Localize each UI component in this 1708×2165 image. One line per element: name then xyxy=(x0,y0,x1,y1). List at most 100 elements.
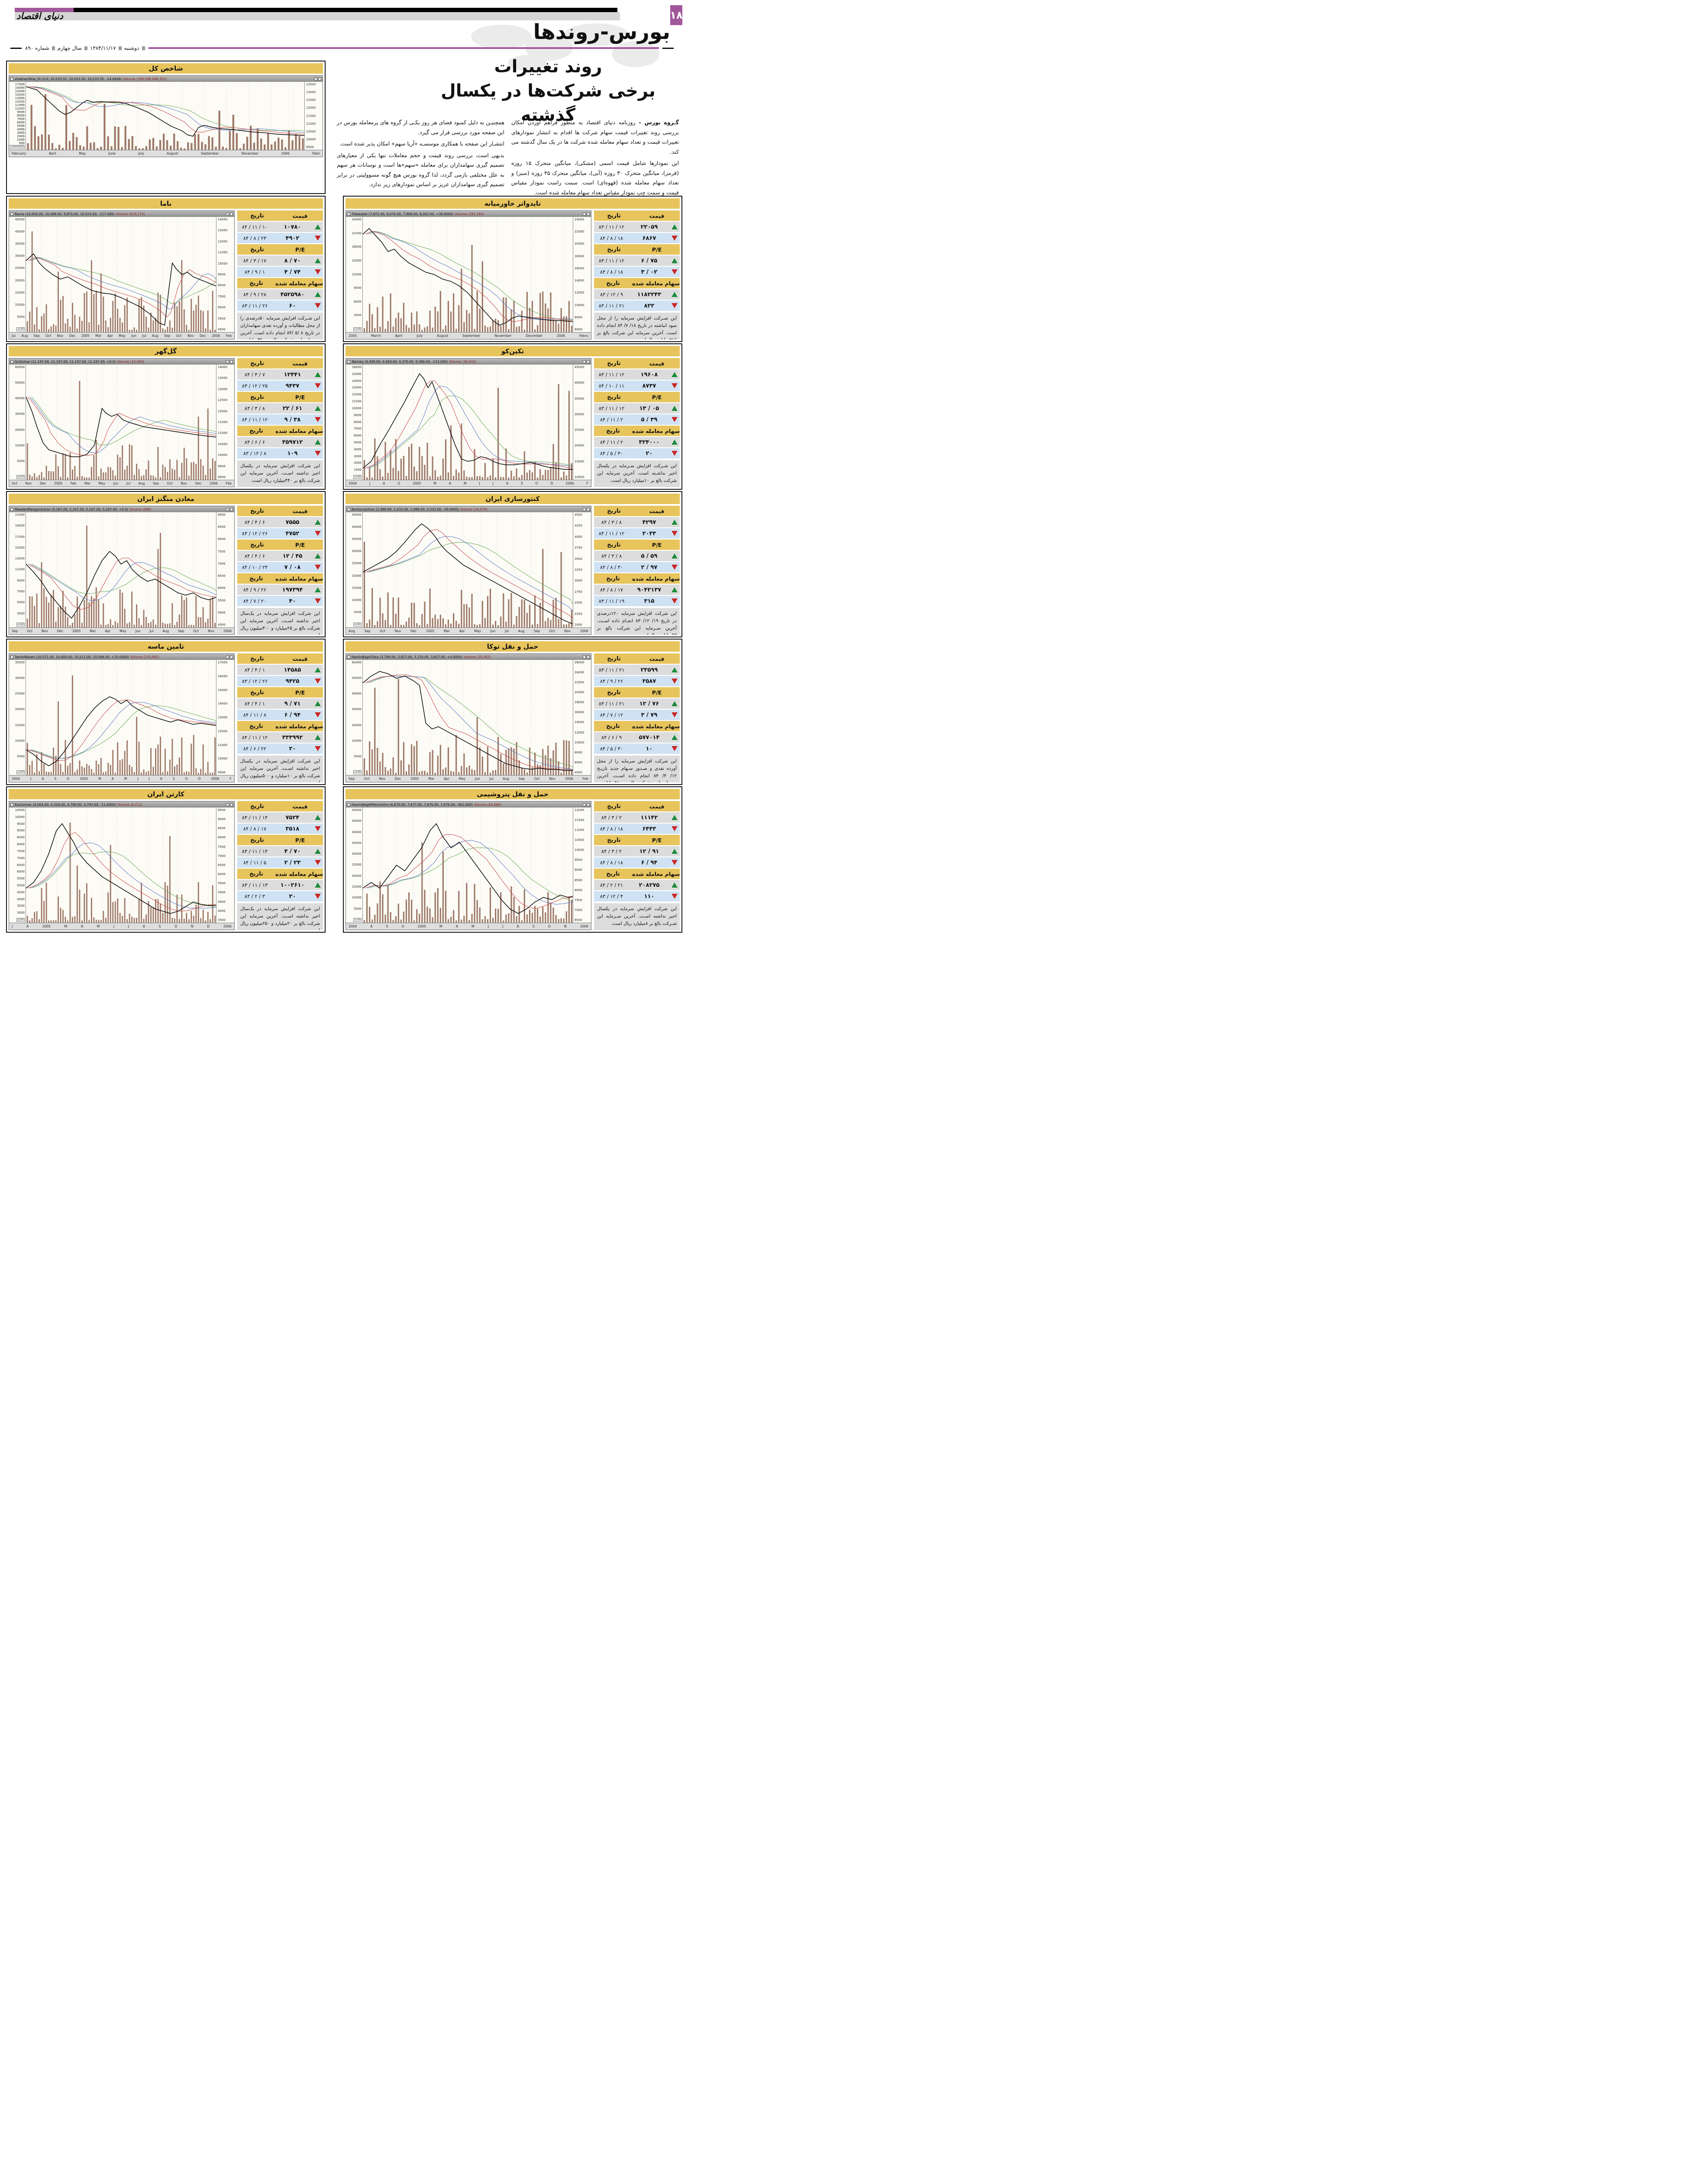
date-cell: ۱۹ / ۱۱ / ۸۳ xyxy=(598,598,625,604)
date-cell: ۵ / ۱۱ / ۸۴ xyxy=(243,860,267,866)
time-axis-label: June xyxy=(108,152,116,155)
volume-axis-label: 15000 xyxy=(352,885,362,889)
up-arrow-icon xyxy=(672,882,678,888)
date-cell: ۱۲ / ۱۱ / ۸۴ xyxy=(242,417,268,423)
price-axis-label: 11500 xyxy=(575,818,584,822)
time-axis-label: Oct xyxy=(193,629,199,633)
arrow-cell xyxy=(669,417,680,422)
newspaper-masthead: دنیای اقتصاد xyxy=(16,11,63,21)
window-minimize-icon xyxy=(226,507,229,511)
company-panel: حمل و نقل پتروشیمی HamloNaghlPetroshimi … xyxy=(343,786,682,933)
company-chart: TaminMaseh (10,571.00, 10,600.00, 10,511… xyxy=(9,653,235,782)
table-section-header: P/E تاریخ xyxy=(237,687,323,698)
arrow-cell xyxy=(313,667,323,672)
time-axis-label: A xyxy=(26,924,29,928)
table-section-header: P/E تاریخ xyxy=(594,687,680,698)
volume-axis: 24000 21000 18000 15000 12000 9000 6000 3000 x10… xyxy=(346,217,362,332)
arrow-cell xyxy=(313,292,323,297)
table-row-low: ۶۸۶۷ ۱۸ / ۸ / ۸۴ xyxy=(594,233,680,243)
chart-window-titlebar: MaadenManganezIran (5,267.00, 5,267.00, … xyxy=(9,506,234,512)
chart-body: 60000 50000 40000 30000 20000 10000 5000 x100 26… xyxy=(346,660,591,775)
value-cell: ۱۱۰ xyxy=(644,893,655,900)
value-cell: ۲۰ xyxy=(646,450,653,457)
company-name: کارتن ایران xyxy=(9,789,323,799)
volume-axis-label: 7000 xyxy=(17,590,25,594)
up-arrow-icon xyxy=(672,258,678,263)
capital-footnote: این شرکت افزایش سرمایه در یکسال اخیر ندا… xyxy=(237,756,323,782)
time-axis-label: D xyxy=(207,924,210,928)
time-axis-label: Nov xyxy=(57,334,64,338)
price-axis-label: 9500 xyxy=(218,464,226,468)
company-chart: KartonIran (4,004.00, 4,204.00, 4,790.00… xyxy=(9,801,235,930)
window-maximize-icon xyxy=(587,655,590,659)
chart-window-volume: Volume (36,633) xyxy=(449,359,476,364)
chart-window-title: TaminMaseh (10,571.00, 10,600.00, 10,511… xyxy=(15,655,129,659)
price-axis-label: 5500 xyxy=(218,317,226,320)
chart-canvas xyxy=(363,512,573,627)
volume-axis-label: 21000 xyxy=(15,513,25,517)
value-cell: ۲۰۳۳ xyxy=(642,530,656,537)
volume-axis-label: 6999 xyxy=(17,121,25,124)
time-axis-label: A xyxy=(81,924,84,928)
table-section-header: قیمت تاریخ xyxy=(594,653,680,664)
volume-axis-label: 30000 xyxy=(352,708,362,711)
price-axis-label: 3750 xyxy=(575,546,582,550)
date-cell: ۱۲ / ۱۱ / ۸۴ xyxy=(598,530,625,536)
price-axis-label: 5000 xyxy=(218,891,226,895)
price-axis-label: 9000 xyxy=(218,771,226,774)
arrow-cell xyxy=(313,826,323,831)
price-axis-label: 4500 xyxy=(218,623,226,627)
table-row-low: ۹۴ / ۶ ۱۸ / ۸ / ۸۴ xyxy=(594,857,680,868)
window-buttons xyxy=(226,507,233,511)
stats-table: قیمت تاریخ ۴۲۹۷ ۸ / ۳ / ۸۴ ۲۰۳۳ ۱۲ / ۱۱ / ۸۴ P… xyxy=(594,506,680,635)
metric-header-label: سهام معامله شده xyxy=(632,280,680,287)
price-axis-label: 15000 xyxy=(575,459,584,463)
arrow-cell xyxy=(669,587,680,592)
date-cell: ۲۶ / ۱۲ / ۸۳ xyxy=(242,678,268,684)
volume-axis-label: 13000 xyxy=(15,557,25,561)
time-axis-label: O xyxy=(67,777,70,781)
metric-header-label: قیمت xyxy=(649,803,665,810)
metric-header-label: P/E xyxy=(652,246,662,253)
date-header-label: تاریخ xyxy=(250,394,264,401)
time-axis-label: M xyxy=(97,924,100,928)
chart-window-titlebar: KartonIran (4,004.00, 4,204.00, 4,790.00… xyxy=(9,801,234,808)
value-cell: ۷۱ / ۹ xyxy=(284,700,301,707)
company-name: گل‌گهر xyxy=(9,346,323,356)
table-row-high: ۷۱ / ۹ ۱ / ۴ / ۸۴ xyxy=(237,698,323,709)
company-name: تایدواتر خاورمیانه xyxy=(345,198,680,209)
value-cell: ۳۳۳۹۹۲ xyxy=(282,734,303,741)
price-axis-label: 7500 xyxy=(218,845,226,849)
time-axis-label: Febn xyxy=(312,152,320,155)
price-axis-label: 40000 xyxy=(575,381,584,385)
time-axis-label: F xyxy=(586,481,588,485)
square-separator-icon xyxy=(118,46,122,50)
value-cell: ۸۲۲ xyxy=(644,302,655,309)
time-axis-label: Feb xyxy=(226,334,232,338)
date-cell: ۱ / ۹ / ۸۴ xyxy=(244,269,265,275)
chart-window: shakhesTotal_DI (0.0, 10,033.55, 10,033.… xyxy=(8,75,323,157)
chart-window-volume: Volume (233,992) xyxy=(130,655,159,659)
time-axis-label: May xyxy=(79,152,86,155)
time-axis-label: 2006 xyxy=(565,777,573,781)
table-row-high: ۹۱ / ۱۲ ۲ / ۳ / ۸۴ xyxy=(594,846,680,856)
plot-area xyxy=(362,808,573,923)
arrow-cell xyxy=(313,224,323,229)
price-axis-label: 12500 xyxy=(306,98,316,102)
date-cell: ۷ / ۴ / ۸۴ xyxy=(244,372,265,378)
volume-axis-label: 25000 xyxy=(352,562,362,565)
value-cell: ۹۷ / ۲ xyxy=(641,564,658,571)
volume-axis-label: 10000 xyxy=(352,598,362,602)
down-arrow-icon xyxy=(672,451,678,456)
volume-axis-label: 10000 xyxy=(352,406,362,410)
down-arrow-icon xyxy=(672,269,678,275)
volume-axis-label: 3000 xyxy=(354,454,362,458)
date-header-label: تاریخ xyxy=(249,280,263,287)
time-axis-label: S xyxy=(520,481,523,485)
intro-paragraph: این نمودارها شامل قیمت اسمی (مشکی)، میان… xyxy=(511,160,679,196)
down-arrow-icon xyxy=(672,383,678,388)
volume-axis-label: 40000 xyxy=(352,692,362,696)
price-axis-label: 8500 xyxy=(218,525,226,529)
chart-window-title: Bama (10,000.00, 10,499.00, 9,870.00, 10… xyxy=(15,212,115,216)
price-axis-label: 13000 xyxy=(218,387,228,391)
